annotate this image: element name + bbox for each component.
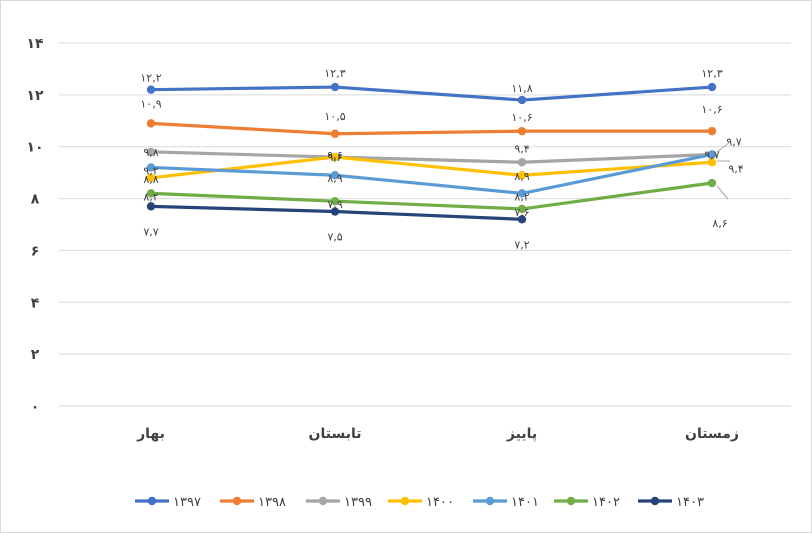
y-tick-label: ۰ <box>31 399 40 415</box>
data-label: ۸,۸ <box>143 173 158 186</box>
series-lines <box>146 82 717 224</box>
data-label: ۹,۷ <box>726 135 741 148</box>
data-label: ۹,۴ <box>514 142 529 155</box>
series-line <box>149 181 714 211</box>
data-label: ۷,۹ <box>327 198 342 211</box>
data-point <box>330 207 340 216</box>
legend-label: ۱۳۹۹ <box>344 495 372 510</box>
legend-swatch-marker <box>318 496 328 506</box>
data-point <box>707 126 717 136</box>
data-point <box>330 152 340 162</box>
data-label: ۸,۹ <box>514 170 529 183</box>
data-point <box>330 129 340 138</box>
x-category-label: تابستان <box>309 426 362 442</box>
legend-label: ۱۴۰۲ <box>592 495 620 510</box>
data-label: ۱۰,۶ <box>701 103 722 116</box>
legend-swatch-marker <box>232 496 242 506</box>
legend: ۱۳۹۷ ۱۳۹۸ ۱۳۹۹ ۱۴۰۰ ۱۴۰۱ ۱۴۰۲ ۱۴۰۳ <box>135 495 704 510</box>
legend-swatch-marker <box>566 496 576 506</box>
data-point <box>146 119 156 128</box>
data-label: ۷,۵ <box>327 231 342 244</box>
data-label: ۱۲,۳ <box>324 67 345 80</box>
y-tick-label: ۸ <box>31 192 40 208</box>
data-label: ۸,۲ <box>143 190 158 203</box>
data-point <box>146 189 156 198</box>
data-point <box>517 171 527 180</box>
data-label: ۸,۶ <box>712 217 727 230</box>
data-label: ۹,۴ <box>728 162 743 175</box>
legend-swatch-marker <box>400 496 410 506</box>
series-line <box>149 85 714 102</box>
label-leader-line <box>716 185 729 200</box>
y-tick-label: ۴ <box>31 295 40 311</box>
y-tick-label: ۱۴ <box>26 36 44 52</box>
data-label: ۹,۸ <box>143 146 158 159</box>
data-point <box>517 95 527 105</box>
data-point <box>146 173 156 183</box>
data-point <box>146 163 156 172</box>
data-point <box>330 196 340 206</box>
data-label: ۹,۲ <box>143 164 158 177</box>
data-point <box>146 147 156 157</box>
data-point <box>707 82 717 92</box>
series-line <box>149 121 714 136</box>
y-tick-label: ۱۰ <box>26 140 43 156</box>
series-line <box>149 150 714 164</box>
data-label: ۷,۲ <box>514 238 529 251</box>
y-tick-label: ۶ <box>31 243 40 259</box>
data-label: ۱۰,۹ <box>140 97 161 110</box>
x-category-label: زمستان <box>685 426 739 442</box>
data-label: ۱۱,۸ <box>511 82 532 95</box>
data-point <box>517 158 527 167</box>
legend-label: ۱۴۰۱ <box>511 495 539 510</box>
y-tick-label: ۱۲ <box>26 88 44 104</box>
y-axis-ticks: ۰ ۲ ۴ ۶ ۸ ۱۰ ۱۲ ۱۴ <box>26 36 44 415</box>
data-point <box>146 85 156 94</box>
data-point <box>707 158 717 167</box>
data-label: ۷,۶ <box>514 206 529 219</box>
legend-label: ۱۳۹۸ <box>258 495 286 510</box>
data-label: ۱۰,۶ <box>511 111 532 124</box>
x-axis-categories: بهار تابستان پاییز زمستان <box>136 426 739 442</box>
data-label: ۹,۶ <box>327 151 342 164</box>
data-label: ۹,۶ <box>327 149 342 162</box>
data-label: ۱۲,۲ <box>140 72 161 85</box>
legend-label: ۱۳۹۷ <box>173 495 201 510</box>
legend-swatch-marker <box>485 496 495 506</box>
x-category-label: پاییز <box>506 426 537 442</box>
data-label: ۸,۲ <box>514 190 529 203</box>
data-label: ۸,۹ <box>327 172 342 185</box>
data-point <box>146 202 156 211</box>
data-point <box>517 204 527 214</box>
label-leader-line <box>716 141 731 153</box>
legend-label: ۱۴۰۳ <box>676 495 704 510</box>
data-point <box>517 126 527 136</box>
data-point <box>330 82 340 92</box>
gridlines <box>59 42 791 407</box>
data-label: ۱۰,۵ <box>324 110 345 123</box>
data-point <box>330 171 340 180</box>
data-label: ۹,۷ <box>704 148 719 161</box>
data-point <box>707 150 717 159</box>
legend-swatch-marker <box>650 496 660 506</box>
series-line <box>149 152 714 195</box>
series-line <box>149 155 714 180</box>
data-point <box>707 178 717 188</box>
x-category-label: بهار <box>136 426 165 442</box>
data-label: ۱۲,۳ <box>701 67 722 80</box>
data-label: ۷,۷ <box>143 225 158 238</box>
data-labels: ۱۲,۲ ۱۲,۳ ۱۱,۸ ۱۲,۳ ۱۰,۹ ۱۰,۵ ۱۰,۶ ۱۰,۶ ۹,۸ ۹,۶ ۹,… <box>140 67 743 251</box>
y-tick-label: ۲ <box>31 347 40 363</box>
legend-label: ۱۴۰۰ <box>426 495 454 510</box>
data-point <box>517 189 527 198</box>
data-point <box>517 215 527 224</box>
legend-swatch-marker <box>147 496 157 506</box>
